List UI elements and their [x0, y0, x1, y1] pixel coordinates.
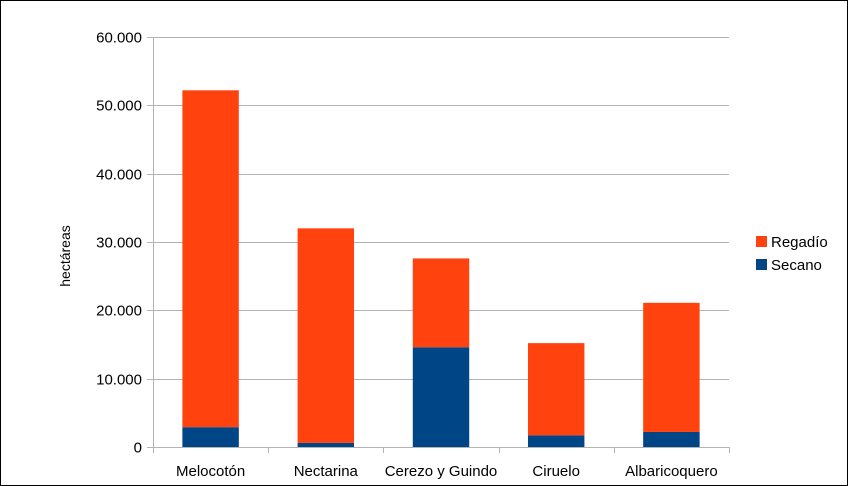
bar-regado-2 [412, 258, 470, 348]
bar-regado-0 [182, 90, 239, 428]
legend-label: Regadío [771, 234, 828, 251]
bar-secano-2 [412, 347, 470, 447]
axes [147, 37, 730, 453]
legend-swatch-secano [756, 259, 767, 270]
y-tick-label: 50.000 [96, 98, 142, 115]
y-tick-label: 30.000 [96, 235, 142, 252]
y-tick-label: 10.000 [96, 372, 142, 389]
bar-secano-1 [297, 442, 355, 447]
tick-labels: 0 10.000 20.000 30.000 40.000 50.000 60.000 Mel… [96, 30, 718, 481]
bar-regado-4 [643, 302, 700, 432]
y-tick-label: 0 [134, 440, 142, 457]
x-tick-label: Melocotón [176, 463, 245, 480]
bar-regado-1 [297, 228, 355, 443]
x-tick-label: Nectarina [294, 463, 359, 480]
x-tick-label: Albaricoquero [625, 463, 718, 480]
legend: Regadío Secano [756, 234, 828, 274]
grid-lines [153, 37, 729, 380]
bar-secano-0 [182, 427, 239, 447]
y-axis-title: hectáreas [57, 225, 73, 286]
legend-swatch-regado [756, 236, 767, 247]
bar-secano-4 [643, 431, 700, 447]
y-tick-label: 20.000 [96, 303, 142, 320]
x-tick-label: Cerezo y Guindo [385, 463, 498, 480]
bar-regado-3 [527, 343, 585, 436]
y-tick-label: 40.000 [96, 167, 142, 184]
y-tick-label: 60.000 [96, 30, 142, 47]
bar-secano-3 [527, 435, 585, 447]
x-tick-label: Ciruelo [532, 463, 580, 480]
legend-label: Secano [771, 257, 822, 274]
bars [182, 90, 700, 447]
